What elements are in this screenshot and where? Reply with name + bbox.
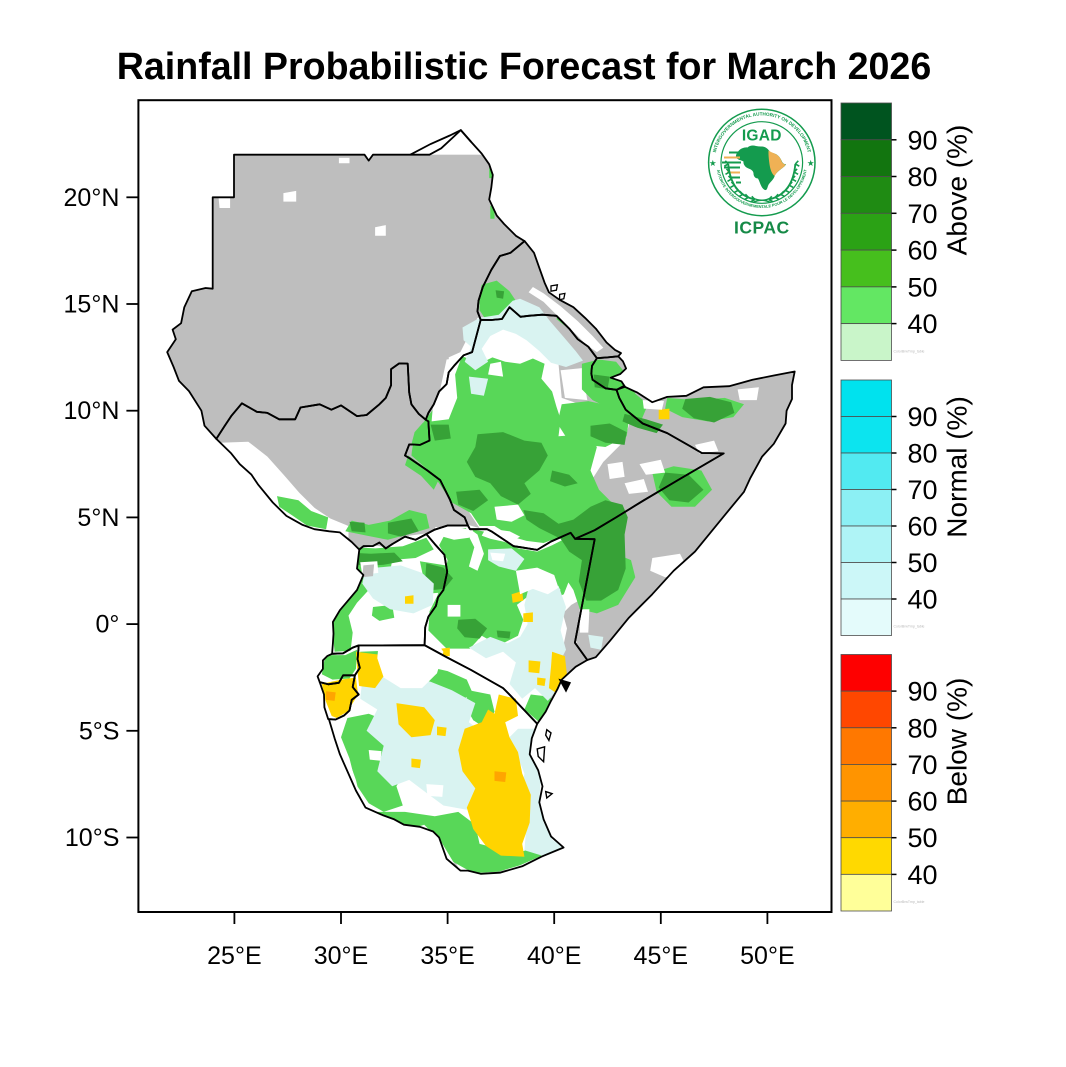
svg-text:ColorBrwTmp_table: ColorBrwTmp_table (894, 349, 925, 353)
svg-text:80: 80 (908, 713, 938, 743)
svg-text:35°E: 35°E (420, 942, 474, 970)
svg-text:25°E: 25°E (207, 942, 261, 970)
svg-text:ColorBrwTmp_table: ColorBrwTmp_table (894, 625, 925, 629)
svg-text:10°N: 10°N (64, 397, 120, 425)
svg-text:Normal (%): Normal (%) (942, 396, 973, 538)
svg-text:60: 60 (908, 787, 938, 817)
svg-text:15°N: 15°N (64, 291, 120, 319)
svg-text:50: 50 (908, 272, 938, 302)
svg-text:40: 40 (908, 309, 938, 339)
svg-text:70: 70 (908, 750, 938, 780)
svg-text:40: 40 (908, 585, 938, 615)
svg-text:Below (%): Below (%) (942, 678, 973, 806)
svg-text:0°: 0° (95, 611, 119, 639)
svg-text:70: 70 (908, 199, 938, 229)
svg-text:60: 60 (908, 512, 938, 542)
svg-text:50: 50 (908, 548, 938, 578)
svg-text:90: 90 (908, 402, 938, 432)
svg-text:90: 90 (908, 677, 938, 707)
svg-text:60: 60 (908, 236, 938, 266)
svg-text:80: 80 (908, 162, 938, 192)
svg-text:40°E: 40°E (527, 942, 581, 970)
svg-text:IGAD: IGAD (742, 128, 782, 145)
svg-text:5°N: 5°N (77, 504, 119, 532)
svg-text:30°E: 30°E (314, 942, 368, 970)
svg-text:★: ★ (709, 158, 717, 168)
svg-text:50: 50 (908, 823, 938, 853)
svg-text:Rainfall Probabilistic Forecas: Rainfall Probabilistic Forecast for Marc… (117, 45, 931, 87)
svg-text:5°S: 5°S (79, 717, 120, 745)
svg-text:Above (%): Above (%) (942, 125, 973, 256)
svg-text:10°S: 10°S (65, 824, 119, 852)
svg-text:45°E: 45°E (634, 942, 688, 970)
svg-text:70: 70 (908, 475, 938, 505)
svg-text:★: ★ (807, 158, 815, 168)
svg-text:90: 90 (908, 125, 938, 155)
svg-text:ICPAC: ICPAC (734, 218, 790, 238)
svg-text:80: 80 (908, 439, 938, 469)
svg-text:50°E: 50°E (740, 942, 794, 970)
svg-text:ColorBrwTmp_table: ColorBrwTmp_table (894, 900, 925, 904)
svg-text:20°N: 20°N (64, 184, 120, 212)
svg-text:40: 40 (908, 860, 938, 890)
